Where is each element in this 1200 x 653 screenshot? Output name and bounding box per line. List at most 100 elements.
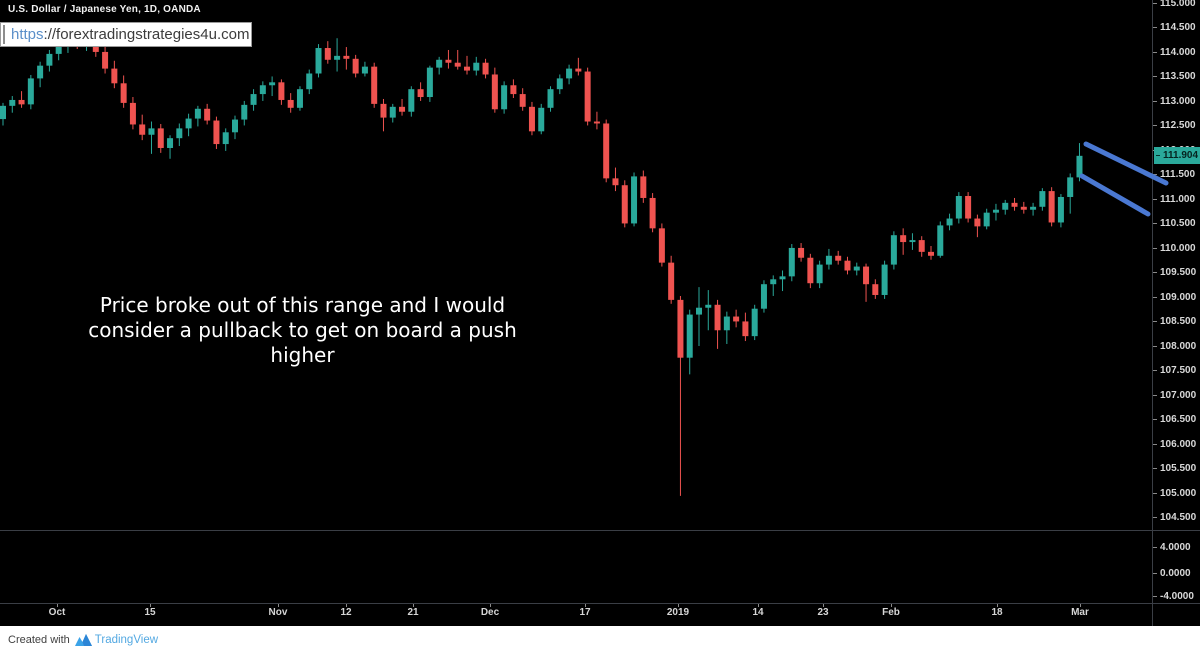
candle-body: [1039, 191, 1046, 207]
candle-body: [844, 260, 851, 271]
pane-divider: [0, 530, 1200, 531]
candle-body: [250, 94, 257, 105]
candle-body: [408, 89, 415, 112]
candle-body: [306, 73, 313, 90]
channel-line[interactable]: [1079, 173, 1151, 217]
time-axis-border: [0, 603, 1200, 604]
time-axis-label: Oct: [48, 607, 66, 618]
candle-body: [296, 89, 303, 108]
price-axis-label: 108.500: [1153, 316, 1196, 327]
axis-tick: [1153, 296, 1157, 298]
candle-body: [1076, 155, 1083, 178]
axis-tick: [1153, 492, 1157, 494]
candle-body: [371, 66, 378, 104]
candle-body: [900, 235, 907, 243]
url-bar[interactable]: https://forextradingstrategies4u.com: [0, 22, 252, 47]
tradingview-logo: [74, 633, 92, 646]
price-axis-label: 110.500: [1153, 218, 1196, 229]
axis-tick: [1153, 125, 1157, 127]
candle-body: [853, 266, 860, 271]
candle-body: [631, 176, 638, 224]
footer-created-with: Created with: [8, 633, 70, 646]
indicator-axis-label: 4.0000: [1153, 542, 1191, 553]
chart-canvas[interactable]: [0, 0, 1200, 626]
candle-body: [612, 178, 619, 186]
candle-body: [1030, 206, 1037, 210]
candle-body: [519, 94, 526, 107]
candle-body: [185, 118, 192, 129]
url-bar-cursor: [3, 25, 5, 44]
candle-body: [686, 314, 693, 358]
axis-tick: [1153, 517, 1157, 519]
candle-body: [18, 99, 25, 105]
candle-body: [547, 89, 554, 108]
candle-body: [649, 197, 656, 229]
candle-body: [222, 132, 229, 145]
candle-body: [575, 68, 582, 72]
axis-tick: [1153, 573, 1157, 574]
candle-body: [464, 66, 470, 71]
candle-body: [1067, 177, 1074, 197]
candle-body: [111, 68, 118, 84]
candle-body: [27, 78, 34, 105]
candle-body: [259, 85, 266, 95]
candle-body: [129, 102, 136, 125]
time-axis-label: Feb: [882, 607, 900, 618]
candle-body: [380, 103, 387, 118]
time-axis-label: Nov: [268, 607, 288, 618]
axis-tick: [891, 603, 892, 607]
axis-tick: [413, 603, 414, 607]
candle-body: [473, 62, 480, 71]
candle-body: [399, 106, 406, 112]
channel-line[interactable]: [1083, 141, 1169, 186]
time-axis-label: 18: [991, 607, 1003, 618]
annotation-text[interactable]: Price broke out of this range and I woul…: [70, 293, 535, 368]
footer: Created with TradingView: [0, 626, 1200, 653]
candle-body: [102, 51, 109, 69]
candle-body: [167, 138, 174, 148]
tradingview-link[interactable]: TradingView: [74, 633, 159, 646]
axis-tick: [1153, 468, 1157, 470]
price-axis-border: [1152, 0, 1153, 626]
candle-body: [269, 82, 276, 86]
candle-body: [482, 62, 489, 75]
price-axis-label: 109.000: [1153, 292, 1196, 303]
candle-body: [742, 321, 749, 337]
time-axis-label: 14: [752, 607, 764, 618]
candle-body: [204, 108, 211, 121]
candle-body: [37, 65, 44, 79]
candle-body: [501, 85, 508, 110]
candle-body: [334, 55, 341, 60]
axis-tick: [346, 603, 347, 607]
candle-body: [454, 62, 461, 67]
candle-body: [584, 71, 591, 122]
candle-body: [436, 59, 443, 68]
time-axis-label: Mar: [1071, 607, 1089, 618]
axis-tick: [1153, 370, 1157, 372]
annotation-line-3: higher: [270, 343, 335, 367]
url-text: https://forextradingstrategies4u.com: [11, 26, 249, 43]
annotation-line-1: Price broke out of this range and I woul…: [99, 293, 506, 317]
candle-body: [751, 308, 758, 337]
axis-tick: [278, 603, 279, 607]
time-axis-label: 17: [579, 607, 591, 618]
candle-body: [621, 185, 628, 224]
candle-body: [863, 266, 870, 285]
candle-body: [1020, 206, 1027, 210]
price-axis-label: 114.000: [1153, 47, 1196, 58]
price-axis-label: 107.500: [1153, 365, 1196, 376]
price-axis-label: 111.000: [1153, 194, 1195, 205]
candle-body: [816, 264, 823, 284]
axis-tick: [150, 603, 151, 607]
axis-tick: [490, 603, 491, 607]
candle-body: [955, 196, 962, 219]
candle-body: [566, 68, 573, 79]
candle-body: [733, 316, 740, 322]
candle-body: [974, 218, 981, 227]
price-axis-label: 105.500: [1153, 463, 1196, 474]
indicator-axis-label: -4.0000: [1153, 591, 1194, 602]
tradingview-wordmark: TradingView: [94, 633, 159, 646]
candle-body: [881, 264, 888, 295]
candle-body: [510, 85, 517, 95]
price-axis-label: 115.000: [1153, 0, 1196, 9]
